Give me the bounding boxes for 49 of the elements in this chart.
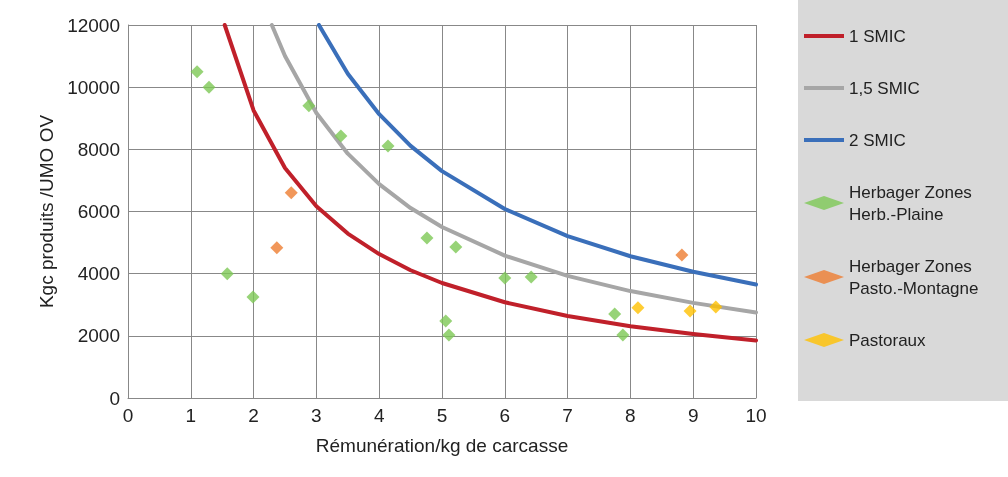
point xyxy=(302,99,316,113)
y-tick-label: 4000 xyxy=(77,263,120,285)
point xyxy=(334,129,348,143)
point xyxy=(442,328,456,342)
y-axis-title: Kgc produits /UMO OV xyxy=(36,114,57,309)
y-tick-label: 6000 xyxy=(77,201,120,222)
y-tick-label: 0 xyxy=(109,387,120,409)
point xyxy=(616,328,630,342)
x-tick-label: 3 xyxy=(311,405,322,426)
legend-label: Herbager Zones Herb.-Plaine xyxy=(849,182,977,224)
x-tick-label: 10 xyxy=(745,405,767,426)
legend-label: Pastoraux xyxy=(849,330,927,350)
y-tick-label: 12000 xyxy=(67,14,120,36)
x-tick-label: 2 xyxy=(248,405,259,426)
y-tick-label: 8000 xyxy=(77,138,120,160)
x-tick-label: 8 xyxy=(625,405,636,426)
point xyxy=(439,314,453,328)
legend-label: 1 SMIC xyxy=(849,26,906,46)
y-tick-label: 10000 xyxy=(67,76,120,98)
line-series xyxy=(316,23,758,287)
point xyxy=(449,240,463,254)
point xyxy=(190,65,204,79)
x-tick-label: 7 xyxy=(562,405,573,426)
x-tick-label: 4 xyxy=(373,405,385,426)
point xyxy=(220,267,234,281)
x-tick-label: 9 xyxy=(687,405,699,426)
point xyxy=(420,231,434,245)
legend-label: 2 SMIC xyxy=(849,130,906,150)
legend-label: Herbager Zones Pasto.-Montagne xyxy=(849,256,979,298)
point xyxy=(381,139,395,153)
x-tick-label: 0 xyxy=(122,405,134,426)
point xyxy=(284,186,298,200)
x-tick-label: 1 xyxy=(185,405,197,426)
point xyxy=(524,270,538,284)
point xyxy=(675,248,689,262)
point xyxy=(270,241,284,255)
line-series xyxy=(222,23,758,343)
x-tick-label: 5 xyxy=(436,405,448,426)
x-axis-title: Rémunération/kg de carcasse xyxy=(315,435,569,456)
point xyxy=(631,301,645,315)
point xyxy=(683,304,697,318)
x-tick-label: 6 xyxy=(499,405,511,426)
legend-label: 1,5 SMIC xyxy=(849,78,920,98)
point xyxy=(608,307,622,321)
point xyxy=(498,271,512,285)
point xyxy=(709,300,723,314)
point xyxy=(246,290,260,304)
point xyxy=(202,80,216,94)
y-tick-label: 2000 xyxy=(77,325,120,347)
